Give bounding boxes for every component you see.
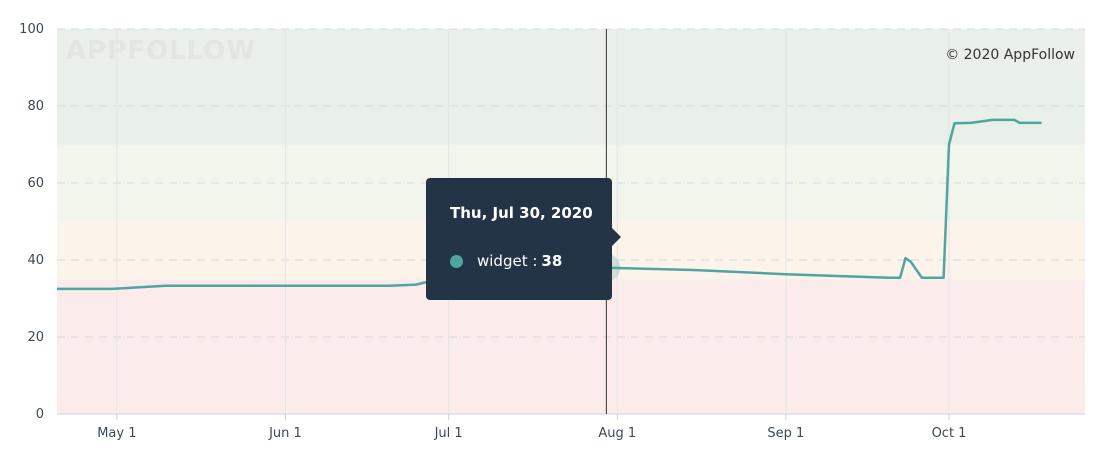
series-line-widget bbox=[57, 118, 1042, 291]
y-tick-label: 40 bbox=[27, 253, 44, 268]
x-tick-label: Jul 1 bbox=[434, 426, 463, 441]
x-tick-label: May 1 bbox=[97, 426, 136, 441]
tooltip: Thu, Jul 30, 2020 widget : 38 bbox=[426, 178, 621, 300]
y-tick-label: 100 bbox=[19, 22, 44, 37]
y-tick-label: 80 bbox=[27, 99, 44, 114]
grid-lines bbox=[57, 28, 1085, 414]
x-axis-ticks: May 1 Jun 1 Jul 1 Aug 1 Sep 1 Oct 1 bbox=[97, 414, 966, 441]
tooltip-value: 38 bbox=[541, 252, 563, 270]
y-tick-label: 60 bbox=[27, 176, 44, 191]
tooltip-row: widget : 38 bbox=[450, 252, 562, 270]
y-axis-ticks: 0 20 40 60 80 100 bbox=[19, 22, 44, 422]
x-tick-label: Sep 1 bbox=[767, 426, 804, 441]
y-tick-label: 20 bbox=[27, 330, 44, 345]
x-tick-label: Jun 1 bbox=[268, 426, 302, 441]
copyright-credit[interactable]: © 2020 AppFollow bbox=[945, 47, 1075, 63]
watermark-logo: APPFOLLOW bbox=[66, 36, 257, 66]
series-dot-icon bbox=[450, 254, 463, 268]
background-band-3 bbox=[57, 29, 1085, 145]
y-tick-label: 0 bbox=[36, 407, 44, 422]
x-tick-label: Aug 1 bbox=[598, 426, 636, 441]
x-tick-label: Oct 1 bbox=[932, 426, 967, 441]
tooltip-series-label: widget : bbox=[477, 252, 538, 270]
background-band-0 bbox=[57, 279, 1085, 414]
tooltip-title: Thu, Jul 30, 2020 bbox=[450, 204, 593, 222]
